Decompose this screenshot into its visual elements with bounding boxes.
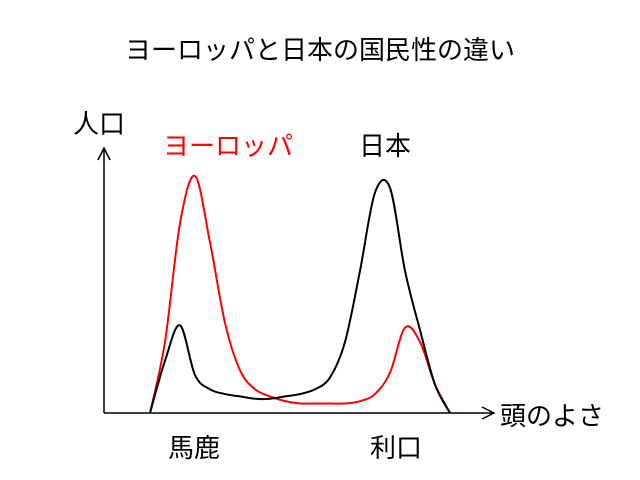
y-axis-arrowhead: [97, 146, 111, 161]
legend-label-japan: 日本: [359, 132, 412, 162]
x-tick-label-clever: 利口: [370, 434, 423, 464]
x-axis-arrowhead: [481, 406, 496, 420]
x-tick-label-stupid: 馬鹿: [168, 434, 221, 464]
x-axis-label: 頭のよさ: [500, 402, 605, 432]
chart-title: ヨーロッパと日本の国民性の違い: [124, 36, 515, 66]
legend-label-europe: ヨーロッパ: [163, 132, 294, 162]
series-line-japan: [149, 178, 451, 414]
series-line-europe: [149, 174, 451, 414]
y-axis-label: 人口: [73, 110, 126, 140]
